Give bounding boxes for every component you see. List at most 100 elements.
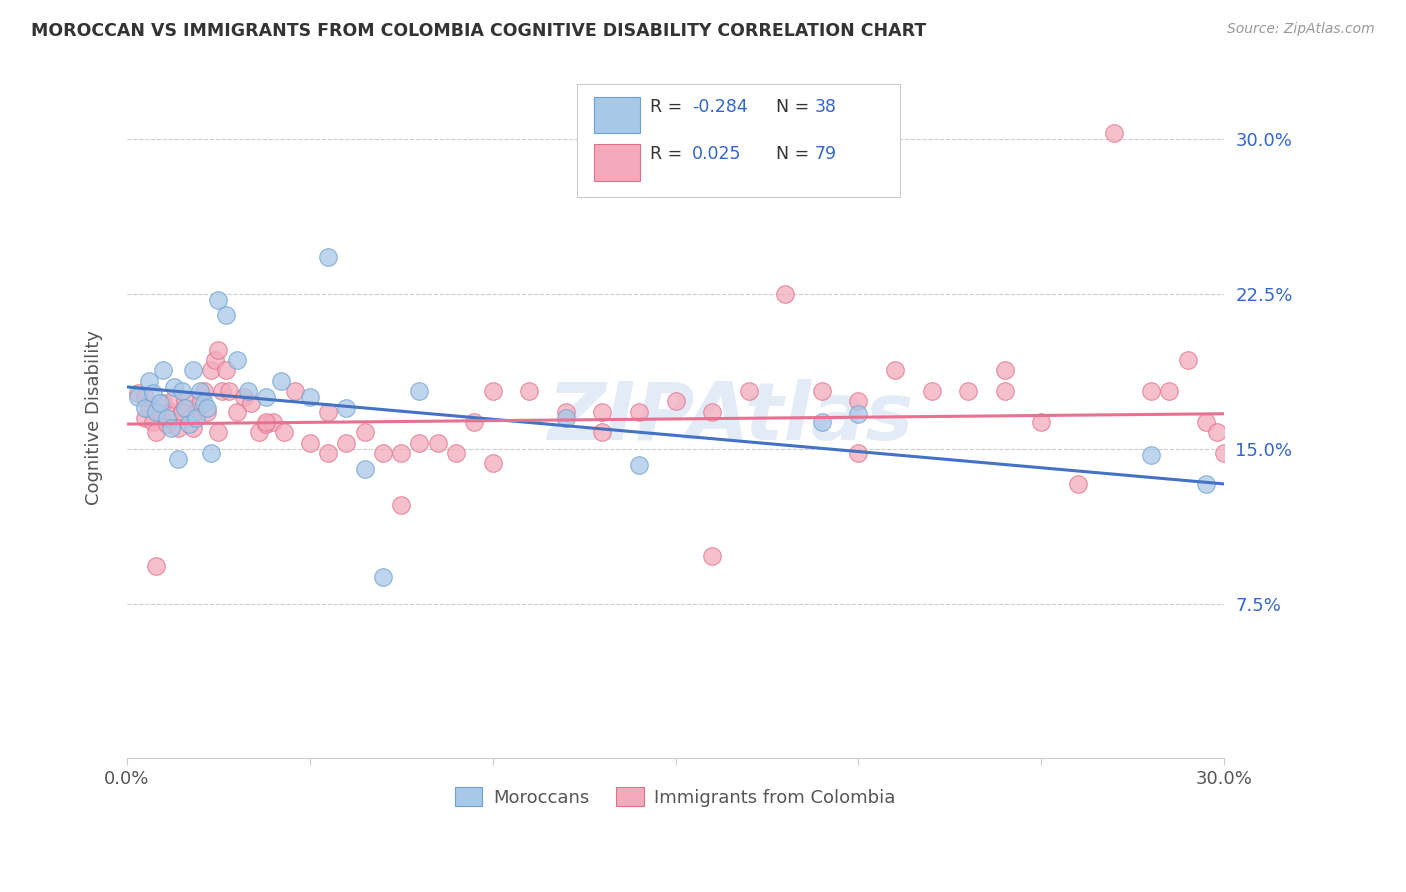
Point bbox=[163, 380, 186, 394]
Point bbox=[167, 421, 190, 435]
Point bbox=[1140, 384, 1163, 398]
Point bbox=[884, 363, 907, 377]
Point bbox=[134, 410, 156, 425]
Point bbox=[145, 405, 167, 419]
Point bbox=[214, 363, 236, 377]
Point bbox=[207, 343, 229, 357]
Point bbox=[316, 446, 339, 460]
Point bbox=[994, 384, 1017, 398]
Point bbox=[145, 425, 167, 440]
Point bbox=[353, 425, 375, 440]
Point bbox=[200, 446, 222, 460]
Point bbox=[284, 384, 307, 398]
Point bbox=[700, 405, 723, 419]
Point bbox=[181, 363, 204, 377]
Point bbox=[207, 425, 229, 440]
Point bbox=[181, 421, 204, 435]
Point bbox=[1177, 353, 1199, 368]
Point bbox=[170, 405, 193, 419]
Point bbox=[138, 401, 160, 415]
Point bbox=[141, 415, 163, 429]
Point bbox=[127, 390, 149, 404]
Point bbox=[159, 405, 181, 419]
Text: MOROCCAN VS IMMIGRANTS FROM COLOMBIA COGNITIVE DISABILITY CORRELATION CHART: MOROCCAN VS IMMIGRANTS FROM COLOMBIA COG… bbox=[31, 22, 927, 40]
Y-axis label: Cognitive Disability: Cognitive Disability bbox=[86, 330, 103, 506]
Point bbox=[273, 425, 295, 440]
Point bbox=[316, 405, 339, 419]
Point bbox=[195, 405, 218, 419]
Point bbox=[152, 396, 174, 410]
Point bbox=[389, 498, 412, 512]
Point bbox=[463, 415, 485, 429]
Point bbox=[188, 384, 211, 398]
Point bbox=[138, 374, 160, 388]
Point bbox=[186, 410, 208, 425]
Point bbox=[218, 384, 240, 398]
Point bbox=[262, 415, 284, 429]
Point bbox=[156, 410, 179, 425]
Point bbox=[921, 384, 943, 398]
Point bbox=[389, 446, 412, 460]
Point bbox=[247, 425, 270, 440]
Point bbox=[1031, 415, 1053, 429]
Text: Source: ZipAtlas.com: Source: ZipAtlas.com bbox=[1227, 22, 1375, 37]
Point bbox=[236, 384, 259, 398]
Point bbox=[225, 405, 247, 419]
Point bbox=[174, 394, 197, 409]
Point bbox=[517, 384, 540, 398]
Point bbox=[1205, 425, 1227, 440]
Text: N =: N = bbox=[776, 145, 815, 163]
Point bbox=[554, 410, 576, 425]
Point bbox=[270, 374, 292, 388]
Point bbox=[481, 384, 503, 398]
Point bbox=[193, 384, 215, 398]
Point bbox=[149, 396, 172, 410]
Text: 79: 79 bbox=[815, 145, 837, 163]
Point bbox=[848, 446, 870, 460]
Point bbox=[737, 384, 759, 398]
Text: 38: 38 bbox=[815, 98, 837, 116]
Point bbox=[177, 417, 200, 431]
FancyBboxPatch shape bbox=[595, 96, 640, 133]
Point bbox=[773, 287, 796, 301]
FancyBboxPatch shape bbox=[595, 145, 640, 181]
Point bbox=[163, 392, 186, 407]
Point bbox=[957, 384, 980, 398]
Point bbox=[214, 308, 236, 322]
Point bbox=[335, 401, 357, 415]
Point bbox=[127, 386, 149, 401]
Text: 0.025: 0.025 bbox=[692, 145, 741, 163]
Text: ZIPAtlas: ZIPAtlas bbox=[547, 379, 914, 457]
Point bbox=[848, 394, 870, 409]
Point bbox=[134, 401, 156, 415]
Point bbox=[254, 417, 277, 431]
Point bbox=[426, 435, 449, 450]
Point bbox=[193, 396, 215, 410]
Point bbox=[211, 384, 233, 398]
Point bbox=[591, 405, 613, 419]
Text: N =: N = bbox=[776, 98, 815, 116]
Point bbox=[408, 384, 430, 398]
Point bbox=[134, 390, 156, 404]
Point bbox=[371, 446, 394, 460]
Text: -0.284: -0.284 bbox=[692, 98, 748, 116]
Point bbox=[700, 549, 723, 563]
Point bbox=[481, 456, 503, 470]
Point bbox=[186, 405, 208, 419]
FancyBboxPatch shape bbox=[576, 84, 900, 196]
Point bbox=[627, 405, 650, 419]
Point bbox=[167, 452, 190, 467]
Point bbox=[225, 353, 247, 368]
Point bbox=[1159, 384, 1181, 398]
Point bbox=[207, 293, 229, 308]
Point bbox=[149, 405, 172, 419]
Point bbox=[810, 384, 832, 398]
Point bbox=[298, 390, 321, 404]
Point bbox=[204, 353, 226, 368]
Point bbox=[170, 384, 193, 398]
Point bbox=[159, 421, 181, 435]
Point bbox=[188, 396, 211, 410]
Legend: Moroccans, Immigrants from Colombia: Moroccans, Immigrants from Colombia bbox=[449, 780, 903, 814]
Point bbox=[316, 250, 339, 264]
Point bbox=[233, 390, 256, 404]
